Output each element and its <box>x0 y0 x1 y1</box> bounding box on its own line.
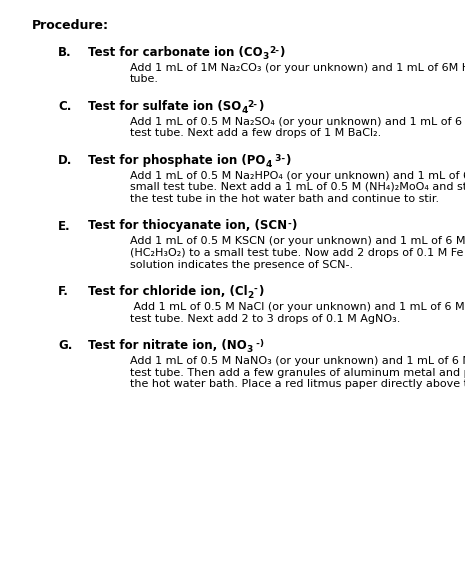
Text: -): -) <box>253 339 264 348</box>
Text: 3-: 3- <box>272 154 285 163</box>
Text: 2: 2 <box>248 291 254 300</box>
Text: Test for thiocyanate ion, (SCN: Test for thiocyanate ion, (SCN <box>88 219 287 232</box>
Text: 4: 4 <box>241 106 248 115</box>
Text: Test for chloride ion, (Cl: Test for chloride ion, (Cl <box>88 285 248 298</box>
Text: -: - <box>287 219 291 228</box>
Text: small test tube. Next add a 1 mL of 0.5 M (NH₄)₂MoO₄ and stir thoroughly. Place: small test tube. Next add a 1 mL of 0.5 … <box>130 183 465 192</box>
Text: F.: F. <box>58 285 69 298</box>
Text: test tube. Then add a few granules of aluminum metal and put the test tube in: test tube. Then add a few granules of al… <box>130 368 465 377</box>
Text: ): ) <box>258 100 263 113</box>
Text: Add 1 mL of 1M Na₂CO₃ (or your unknown) and 1 mL of 6M HCl to a small test: Add 1 mL of 1M Na₂CO₃ (or your unknown) … <box>130 63 465 73</box>
Text: Test for carbonate ion (CO: Test for carbonate ion (CO <box>88 46 263 59</box>
Text: ): ) <box>285 154 290 167</box>
Text: 3: 3 <box>247 345 253 354</box>
Text: solution indicates the presence of SCN-.: solution indicates the presence of SCN-. <box>130 259 353 270</box>
Text: D.: D. <box>58 154 73 167</box>
Text: Procedure:: Procedure: <box>32 19 109 32</box>
Text: Test for nitrate ion, (NO: Test for nitrate ion, (NO <box>88 339 247 352</box>
Text: the test tube in the hot water bath and continue to stir.: the test tube in the hot water bath and … <box>130 194 439 204</box>
Text: ): ) <box>291 219 296 232</box>
Text: (HC₂H₃O₂) to a small test tube. Now add 2 drops of 0.1 M Fe (NO₃)₃. A dark red: (HC₂H₃O₂) to a small test tube. Now add … <box>130 248 465 258</box>
Text: -: - <box>254 285 258 294</box>
Text: Add 1 mL of 0.5 M Na₂SO₄ (or your unknown) and 1 mL of 6 M HCl to a small: Add 1 mL of 0.5 M Na₂SO₄ (or your unknow… <box>130 117 465 127</box>
Text: Add 1 mL of 0.5 M Na₂HPO₄ (or your unknown) and 1 mL of 6 M HNO3 to a: Add 1 mL of 0.5 M Na₂HPO₄ (or your unkno… <box>130 171 465 181</box>
Text: test tube. Next add 2 to 3 drops of 0.1 M AgNO₃.: test tube. Next add 2 to 3 drops of 0.1 … <box>130 314 400 324</box>
Text: Test for sulfate ion (SO: Test for sulfate ion (SO <box>88 100 241 113</box>
Text: Add 1 mL of 0.5 M NaNO₃ (or your unknown) and 1 mL of 6 M NaOH to a small: Add 1 mL of 0.5 M NaNO₃ (or your unknown… <box>130 356 465 366</box>
Text: Add 1 mL of 0.5 M KSCN (or your unknown) and 1 mL of 6 M acetic acid: Add 1 mL of 0.5 M KSCN (or your unknown)… <box>130 236 465 246</box>
Text: B.: B. <box>58 46 72 59</box>
Text: G.: G. <box>58 339 73 352</box>
Text: tube.: tube. <box>130 74 159 85</box>
Text: 2-: 2- <box>248 100 258 109</box>
Text: Add 1 mL of 0.5 M NaCl (or your unknown) and 1 mL of 6 M HNO₃ to a small: Add 1 mL of 0.5 M NaCl (or your unknown)… <box>130 302 465 312</box>
Text: the hot water bath. Place a red litmus paper directly above the testtube.: the hot water bath. Place a red litmus p… <box>130 379 465 389</box>
Text: E.: E. <box>58 219 71 232</box>
Text: test tube. Next add a few drops of 1 M BaCl₂.: test tube. Next add a few drops of 1 M B… <box>130 129 381 139</box>
Text: 3: 3 <box>263 52 269 61</box>
Text: 2-: 2- <box>269 46 279 55</box>
Text: C.: C. <box>58 100 71 113</box>
Text: ): ) <box>279 46 284 59</box>
Text: 4: 4 <box>266 160 272 169</box>
Text: ): ) <box>258 285 263 298</box>
Text: Test for phosphate ion (PO: Test for phosphate ion (PO <box>88 154 266 167</box>
